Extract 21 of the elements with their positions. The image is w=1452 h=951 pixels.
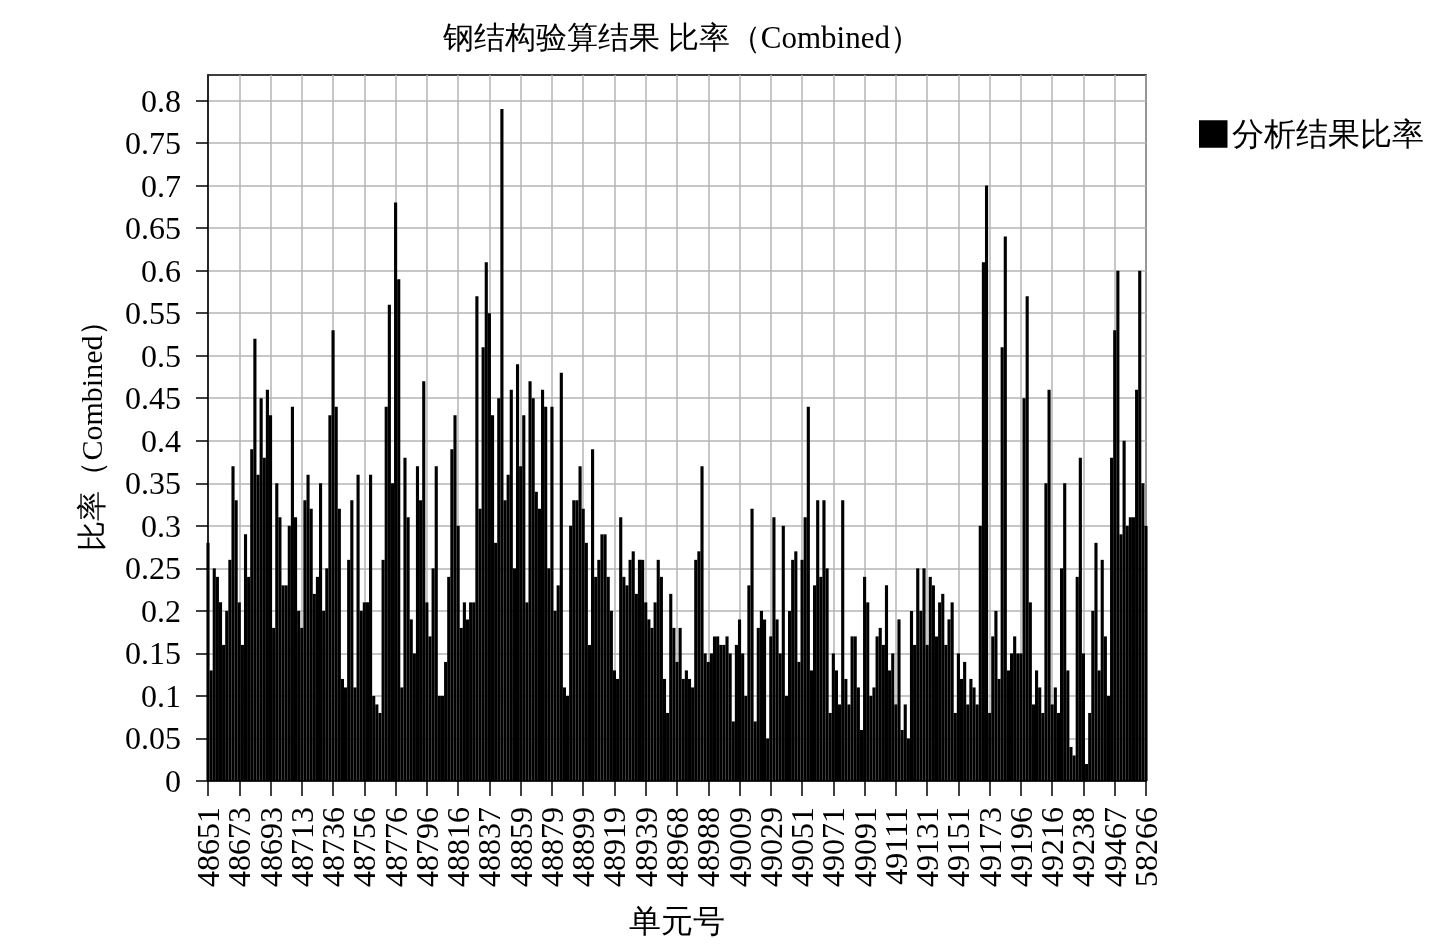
y-tick-label: 0.6 bbox=[141, 252, 181, 289]
y-tick-label: 0.55 bbox=[125, 295, 181, 332]
y-tick-label: 0.75 bbox=[125, 125, 181, 162]
y-tick-label: 0.05 bbox=[125, 720, 181, 757]
y-tick-label: 0.15 bbox=[125, 635, 181, 672]
legend-label: 分析结果比率 bbox=[1231, 116, 1424, 152]
y-tick-label: 0.4 bbox=[141, 422, 181, 459]
y-tick-label: 0.3 bbox=[141, 507, 181, 544]
y-tick-label: 0.5 bbox=[141, 337, 181, 374]
chart-title: 钢结构验算结果 比率（Combined） bbox=[442, 20, 921, 55]
y-tick-label: 0.8 bbox=[141, 82, 181, 119]
y-tick-label: 0.65 bbox=[125, 210, 181, 247]
y-tick-label: 0.7 bbox=[141, 167, 181, 204]
y-tick-label: 0.35 bbox=[125, 465, 181, 502]
y-tick-label: 0.45 bbox=[125, 380, 181, 417]
x-axis-title: 单元号 bbox=[629, 903, 725, 939]
y-tick-label: 0 bbox=[165, 763, 181, 799]
y-tick-label: 0.2 bbox=[141, 592, 181, 629]
y-tick-label: 0.1 bbox=[141, 677, 181, 714]
y-tick-label: 0.25 bbox=[125, 550, 181, 587]
y-axis-title: 比率（Combined） bbox=[74, 305, 108, 551]
